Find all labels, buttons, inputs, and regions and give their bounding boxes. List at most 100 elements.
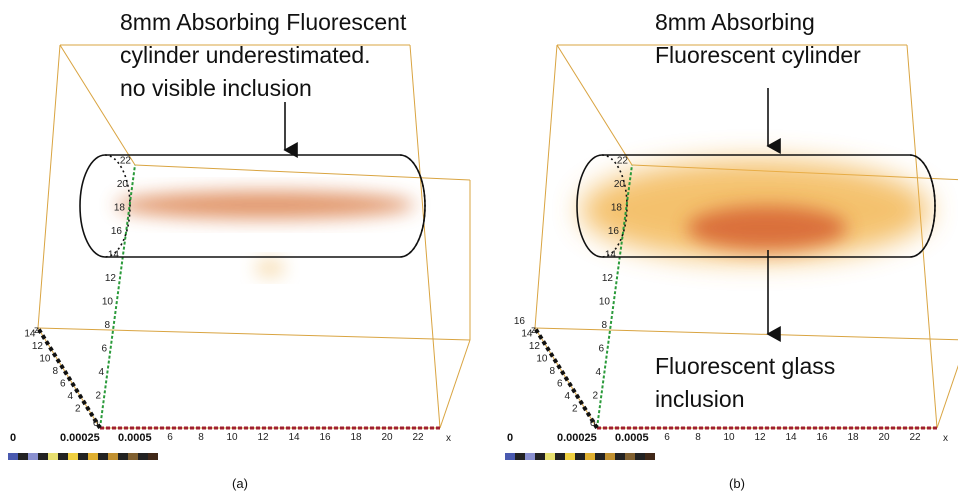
colorbar-cell <box>68 453 78 460</box>
colorbar-cell <box>78 453 88 460</box>
z-tick-label: 14 <box>521 329 533 340</box>
z-tick-label: 10 <box>536 354 548 365</box>
box-edge <box>936 364 958 429</box>
origin-label: 0 <box>590 418 596 429</box>
y-tick-label: 22 <box>120 156 132 167</box>
colorbar-label: 0.00025 <box>60 432 100 444</box>
annotation: Fluorescent cylinder <box>655 42 861 68</box>
x-tick-label: 10 <box>226 432 238 443</box>
y-tick-label: 16 <box>608 226 620 237</box>
label-bg <box>647 345 807 415</box>
z-axis <box>533 326 599 430</box>
z-tick-label: 2 <box>75 404 81 415</box>
box-edge <box>534 44 558 329</box>
y-tick-label: 6 <box>598 344 604 355</box>
box-edge <box>906 44 938 429</box>
colorbar-cell <box>575 453 585 460</box>
colorbar-cell <box>625 453 635 460</box>
colorbar-cell <box>8 453 18 460</box>
annotation: 8mm Absorbing <box>655 9 815 35</box>
colorbar-cell <box>565 453 575 460</box>
y-tick-label: 4 <box>595 367 601 378</box>
annotation: cylinder underestimated. <box>120 42 371 68</box>
colorbar-label: 0.0005 <box>118 432 152 444</box>
y-tick-label: 18 <box>114 203 126 214</box>
colorbar-cell <box>555 453 565 460</box>
colorbar-label: 0 <box>507 432 513 444</box>
box-edge <box>409 44 441 429</box>
axis-name: x <box>943 433 948 444</box>
colorbar-cell <box>58 453 68 460</box>
box-edge <box>37 327 471 341</box>
x-tick-label: 16 <box>319 432 331 443</box>
cylinder-end <box>104 154 131 258</box>
y-tick-label: 10 <box>599 297 611 308</box>
cylinder-end <box>909 154 936 258</box>
y-tick-label: 10 <box>102 297 114 308</box>
colorbar-cell <box>525 453 535 460</box>
x-tick-label: 14 <box>288 432 300 443</box>
axis-name: x <box>446 433 451 444</box>
colorbar-label: 0.0005 <box>615 432 649 444</box>
z-tick-label: 6 <box>557 379 563 390</box>
y-tick-label: 2 <box>592 391 598 402</box>
colorbar-cell <box>615 453 625 460</box>
y-axis <box>596 164 633 429</box>
z-tick-label: 6 <box>60 379 66 390</box>
colorbar-cell <box>108 453 118 460</box>
x-tick-label: 14 <box>785 432 797 443</box>
colorbar-cell <box>148 453 158 460</box>
fluorescence <box>115 191 415 219</box>
colorbar-label: 0.00025 <box>557 432 597 444</box>
y-tick-label: 6 <box>101 344 107 355</box>
z-tick-label: 16 <box>514 316 526 327</box>
colorbar-cell <box>585 453 595 460</box>
x-tick-label: 20 <box>381 432 393 443</box>
colorbar-cell <box>98 453 108 460</box>
colorbar-cell <box>605 453 615 460</box>
box-edge <box>534 327 958 341</box>
colorbar-cell <box>545 453 555 460</box>
colorbar-cell <box>118 453 128 460</box>
colorbar-cell <box>28 453 38 460</box>
box-edge <box>37 44 61 329</box>
y-tick-label: 4 <box>98 367 104 378</box>
z-axis <box>36 326 102 430</box>
colorbar-cell <box>18 453 28 460</box>
y-axis <box>99 164 136 429</box>
cylinder-end <box>601 154 628 258</box>
colorbar-cell <box>595 453 605 460</box>
x-tick-label: 18 <box>847 432 859 443</box>
x-tick-label: 8 <box>695 432 701 443</box>
box-edge <box>556 44 633 166</box>
z-tick-label: 12 <box>529 341 541 352</box>
origin-label: 0 <box>93 418 99 429</box>
y-tick-label: 8 <box>601 320 607 331</box>
y-tick-label: 16 <box>111 226 123 237</box>
fluorescence <box>687 206 847 250</box>
colorbar-cell <box>645 453 655 460</box>
box-edge <box>439 339 471 429</box>
y-tick-label: 22 <box>617 156 629 167</box>
caption: (b) <box>729 476 745 491</box>
cylinder-end <box>399 154 426 258</box>
colorbar-cell <box>48 453 58 460</box>
y-tick-label: 14 <box>605 250 617 261</box>
y-tick-label: 12 <box>602 273 614 284</box>
y-tick-label: 2 <box>95 391 101 402</box>
y-tick-label: 20 <box>117 179 129 190</box>
colorbar-cell <box>128 453 138 460</box>
axis-name: z <box>34 325 39 336</box>
box-edge <box>59 44 136 166</box>
z-tick-label: 14 <box>24 329 36 340</box>
colorbar-cell <box>635 453 645 460</box>
fluorescence <box>255 260 285 276</box>
z-tick-label: 10 <box>39 354 51 365</box>
y-tick-label: 12 <box>105 273 117 284</box>
x-tick-label: 6 <box>167 432 173 443</box>
axis-name: z <box>531 325 536 336</box>
annotation: 8mm Absorbing Fluorescent <box>120 9 407 35</box>
